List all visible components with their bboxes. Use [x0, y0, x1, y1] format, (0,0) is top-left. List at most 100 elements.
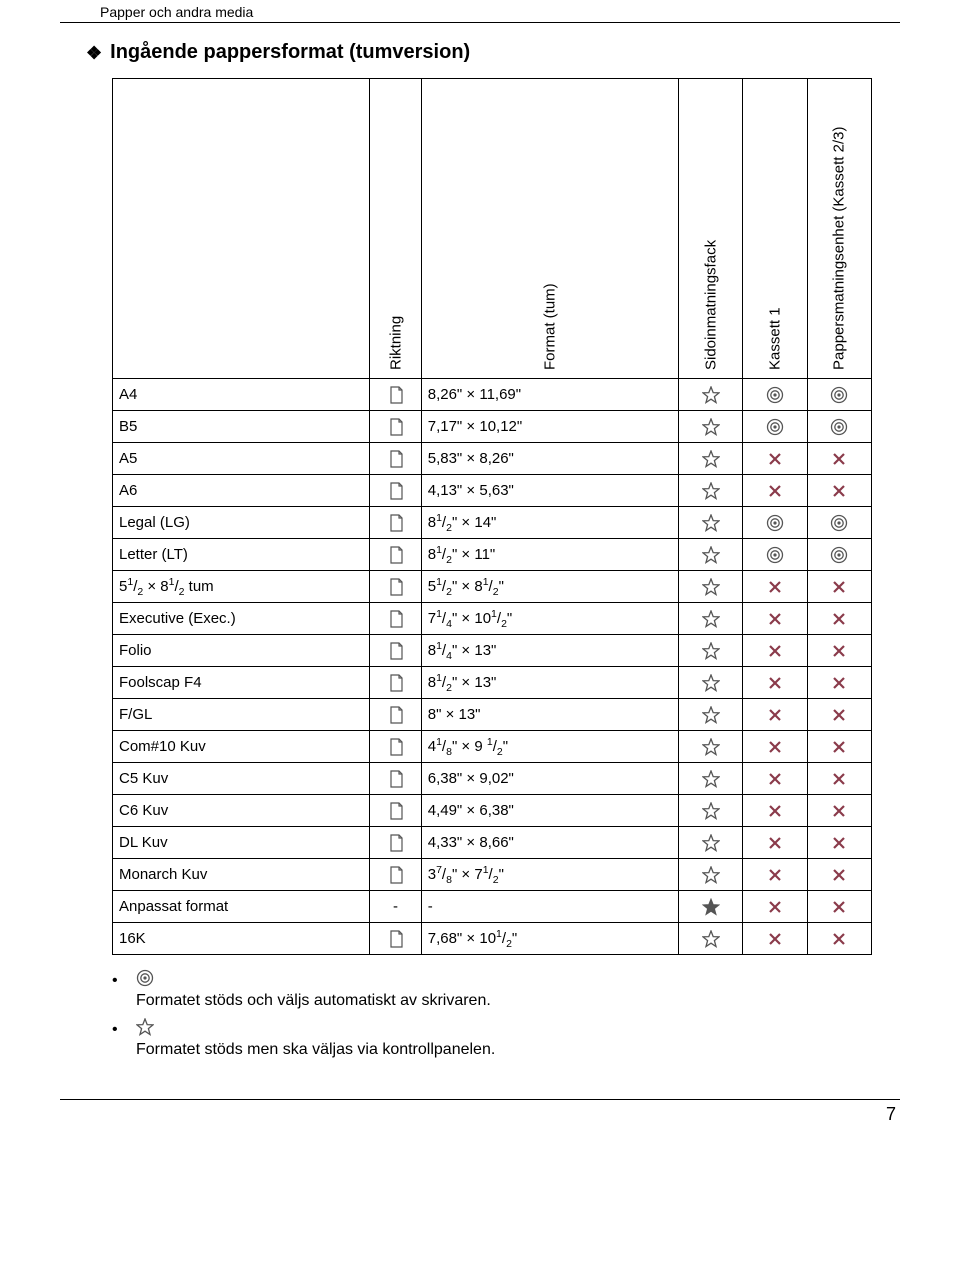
cell-direction	[370, 635, 421, 667]
legend-auto-text: Formatet stöds och väljs automatiskt av …	[136, 992, 491, 1009]
cell-k23	[807, 443, 871, 475]
cell-direction	[370, 539, 421, 571]
portrait-icon	[376, 834, 414, 852]
cell-k23	[807, 923, 871, 955]
cell-direction	[370, 731, 421, 763]
cell-k23	[807, 411, 871, 443]
page: Papper och andra media ❖ Ingående papper…	[0, 0, 960, 1155]
cell-k1	[743, 571, 807, 603]
cell-side	[679, 571, 743, 603]
cell-direction	[370, 763, 421, 795]
cell-k23	[807, 475, 871, 507]
table-row: Letter (LT) 81/2" × 11"	[113, 539, 872, 571]
portrait-icon	[376, 930, 414, 948]
portrait-icon	[376, 418, 414, 436]
cell-direction	[370, 603, 421, 635]
cell-name: Legal (LG)	[113, 507, 370, 539]
cell-side	[679, 699, 743, 731]
cell-direction	[370, 667, 421, 699]
table-row: Folio 81/4" × 13"	[113, 635, 872, 667]
portrait-icon	[376, 610, 414, 628]
cell-side	[679, 859, 743, 891]
cell-format: -	[421, 891, 678, 923]
cell-direction	[370, 699, 421, 731]
table-row: Legal (LG) 81/2" × 14"	[113, 507, 872, 539]
cell-name: F/GL	[113, 699, 370, 731]
cell-name: 51/2 × 81/2 tum	[113, 571, 370, 603]
portrait-icon	[376, 482, 414, 500]
cell-side	[679, 763, 743, 795]
cell-direction	[370, 571, 421, 603]
table-row: 51/2 × 81/2 tum 51/2" × 81/2"	[113, 571, 872, 603]
cell-k23	[807, 667, 871, 699]
legend-auto: • Formatet stöds och väljs automatiskt a…	[112, 969, 900, 1010]
cell-direction	[370, 859, 421, 891]
cell-name: Letter (LT)	[113, 539, 370, 571]
portrait-icon	[376, 770, 414, 788]
legend-manual-text: Formatet stöds men ska väljas via kontro…	[136, 1041, 495, 1058]
section-diamond-icon: ❖	[86, 44, 102, 62]
cell-direction	[370, 507, 421, 539]
cell-k1	[743, 763, 807, 795]
cell-format: 37/8" × 71/2"	[421, 859, 678, 891]
cell-format: 81/2" × 13"	[421, 667, 678, 699]
table-row: DL Kuv 4,33" × 8,66"	[113, 827, 872, 859]
portrait-icon	[376, 802, 414, 820]
cell-k23	[807, 731, 871, 763]
portrait-icon	[376, 642, 414, 660]
cell-format: 81/2" × 14"	[421, 507, 678, 539]
cell-side	[679, 379, 743, 411]
cell-k1	[743, 827, 807, 859]
cell-name: 16K	[113, 923, 370, 955]
portrait-icon	[376, 706, 414, 724]
cell-side	[679, 827, 743, 859]
cell-format: 41/8" × 9 1/2"	[421, 731, 678, 763]
table-row: F/GL 8" × 13"	[113, 699, 872, 731]
cell-name: Anpassat format	[113, 891, 370, 923]
cell-format: 7,17" × 10,12"	[421, 411, 678, 443]
cell-name: A5	[113, 443, 370, 475]
page-footer: 7	[60, 1099, 900, 1125]
portrait-icon	[376, 866, 414, 884]
cell-side	[679, 667, 743, 699]
cell-name: A6	[113, 475, 370, 507]
cell-k23	[807, 795, 871, 827]
cell-side	[679, 443, 743, 475]
cell-k23	[807, 827, 871, 859]
cell-k1	[743, 667, 807, 699]
cell-side	[679, 507, 743, 539]
portrait-icon	[376, 450, 414, 468]
cell-direction	[370, 411, 421, 443]
cell-name: C6 Kuv	[113, 795, 370, 827]
cell-side	[679, 539, 743, 571]
cell-k1	[743, 635, 807, 667]
cell-name: B5	[113, 411, 370, 443]
portrait-icon	[376, 386, 414, 404]
cell-k23	[807, 539, 871, 571]
cell-direction	[370, 827, 421, 859]
cell-k1	[743, 475, 807, 507]
star-outline-icon	[136, 1018, 154, 1041]
cell-side	[679, 603, 743, 635]
table-row: A5 5,83" × 8,26"	[113, 443, 872, 475]
portrait-icon	[376, 546, 414, 564]
cell-k23	[807, 859, 871, 891]
cell-name: Com#10 Kuv	[113, 731, 370, 763]
cell-format: 51/2" × 81/2"	[421, 571, 678, 603]
table-row: Foolscap F4 81/2" × 13"	[113, 667, 872, 699]
table-row: A6 4,13" × 5,63"	[113, 475, 872, 507]
cell-k1	[743, 923, 807, 955]
portrait-icon	[376, 578, 414, 596]
cell-k1	[743, 443, 807, 475]
portrait-icon	[376, 738, 414, 756]
cell-name: Foolscap F4	[113, 667, 370, 699]
cell-k23	[807, 763, 871, 795]
cell-k1	[743, 411, 807, 443]
cell-format: 4,49" × 6,38"	[421, 795, 678, 827]
cell-direction	[370, 795, 421, 827]
table-row: Com#10 Kuv 41/8" × 9 1/2"	[113, 731, 872, 763]
cell-k1	[743, 859, 807, 891]
col-direction: Riktning	[370, 79, 421, 379]
section-title: ❖ Ingående pappersformat (tumversion)	[86, 41, 900, 64]
cell-k1	[743, 731, 807, 763]
